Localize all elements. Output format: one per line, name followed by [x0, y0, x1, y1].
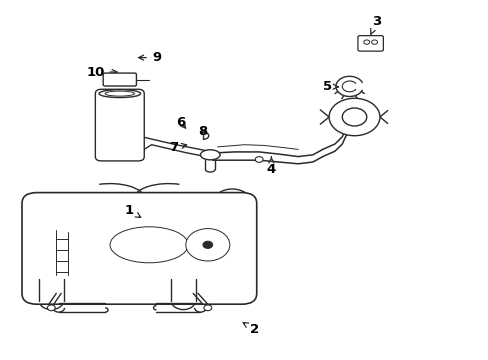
Ellipse shape — [200, 150, 220, 160]
Ellipse shape — [105, 91, 134, 96]
FancyBboxPatch shape — [22, 193, 256, 304]
Text: 3: 3 — [370, 15, 380, 34]
Circle shape — [363, 40, 369, 44]
Circle shape — [47, 305, 55, 311]
Text: 5: 5 — [323, 80, 338, 93]
Text: 1: 1 — [125, 204, 141, 217]
Text: 7: 7 — [169, 141, 186, 154]
Circle shape — [371, 40, 377, 44]
Text: 9: 9 — [139, 51, 161, 64]
Ellipse shape — [99, 90, 141, 98]
Text: 6: 6 — [176, 116, 185, 129]
Text: 8: 8 — [198, 125, 207, 138]
Text: 10: 10 — [86, 66, 117, 78]
FancyBboxPatch shape — [95, 89, 144, 161]
Circle shape — [342, 108, 366, 126]
Circle shape — [203, 241, 212, 248]
Circle shape — [255, 157, 263, 162]
Text: 2: 2 — [243, 323, 258, 336]
Circle shape — [185, 229, 229, 261]
Circle shape — [328, 98, 379, 136]
FancyBboxPatch shape — [357, 36, 383, 51]
FancyBboxPatch shape — [103, 73, 136, 86]
Circle shape — [203, 305, 211, 311]
Text: 4: 4 — [266, 157, 275, 176]
